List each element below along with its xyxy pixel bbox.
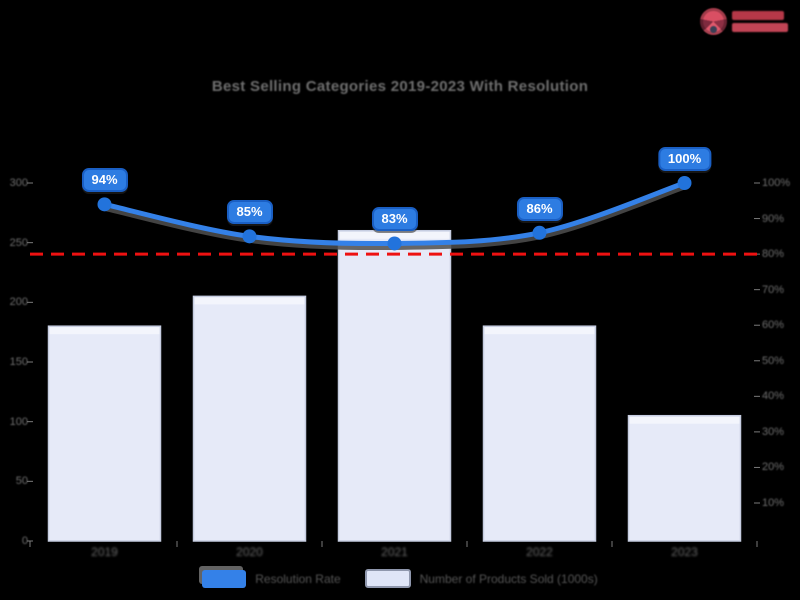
brand-logo-text-line	[732, 11, 784, 20]
brand-logo-icon	[700, 8, 727, 35]
right-axis-tick-label: 90%	[762, 212, 785, 225]
data-label-badge-100%: 100%	[657, 147, 712, 171]
brand-logo	[700, 8, 788, 35]
data-label-badge-94%: 94%	[81, 168, 128, 193]
right-axis-tick-label: 80%	[762, 248, 785, 261]
chart-legend: Resolution Rate Number of Products Sold …	[0, 569, 800, 588]
right-axis-tick-label: 10%	[762, 497, 785, 509]
legend-label: Resolution Rate	[255, 571, 341, 586]
legend-item-products-sold[interactable]: Number of Products Sold (1000s)	[364, 569, 598, 588]
right-axis-tick-label: 40%	[762, 390, 785, 403]
line-point-85%	[242, 229, 257, 244]
x-axis-label-2022: 2022	[526, 545, 553, 559]
legend-swatch-bar-series	[364, 569, 411, 588]
legend-swatch-line-series	[202, 569, 247, 588]
bar-top-highlight	[49, 327, 160, 335]
x-axis-label-2021: 2021	[381, 545, 408, 559]
bar-top-highlight	[194, 297, 305, 305]
bar-2023	[627, 414, 742, 542]
bar-2022	[482, 325, 597, 542]
left-axis-tick-label: 250	[9, 236, 28, 249]
line-point-86%	[532, 225, 547, 240]
bar-top-highlight	[484, 327, 595, 335]
bar-2021	[337, 229, 452, 542]
legend-item-resolution-rate[interactable]: Resolution Rate	[202, 569, 341, 588]
legend-label: Number of Products Sold (1000s)	[419, 571, 598, 586]
left-axis-tick-label: 50	[15, 475, 28, 488]
left-axis-tick-label: 100	[9, 415, 28, 428]
right-axis-tick-label: 60%	[762, 319, 785, 332]
bar-top-highlight	[629, 416, 740, 424]
left-axis-tick-label: 300	[9, 177, 28, 189]
line-point-100%	[677, 176, 692, 190]
line-point-83%	[387, 236, 402, 251]
x-axis-label-2020: 2020	[236, 545, 263, 559]
right-axis-tick-label: 30%	[762, 425, 785, 438]
data-label-badge-85%: 85%	[226, 200, 273, 225]
left-axis-tick-label: 200	[9, 296, 28, 309]
brand-logo-text	[732, 11, 788, 32]
right-axis-tick-label: 20%	[762, 461, 785, 474]
brand-logo-text-line	[732, 23, 788, 32]
data-label-badge-83%: 83%	[371, 207, 418, 232]
left-axis-tick-label: 0	[21, 535, 28, 547]
right-axis-tick-label: 100%	[762, 177, 791, 189]
bar-2019	[47, 325, 162, 542]
left-axis-tick-label: 150	[9, 356, 28, 368]
x-axis-label-2019: 2019	[91, 545, 118, 559]
bar-2020	[192, 295, 307, 542]
x-axis-label-2023: 2023	[671, 545, 698, 559]
right-axis-tick-label: 50%	[762, 354, 785, 367]
data-label-badge-86%: 86%	[516, 196, 563, 221]
bar-top-highlight	[339, 231, 450, 239]
right-axis-tick-label: 70%	[762, 283, 785, 296]
chart-title: Best Selling Categories 2019-2023 With R…	[211, 78, 589, 95]
line-point-94%	[97, 197, 112, 212]
